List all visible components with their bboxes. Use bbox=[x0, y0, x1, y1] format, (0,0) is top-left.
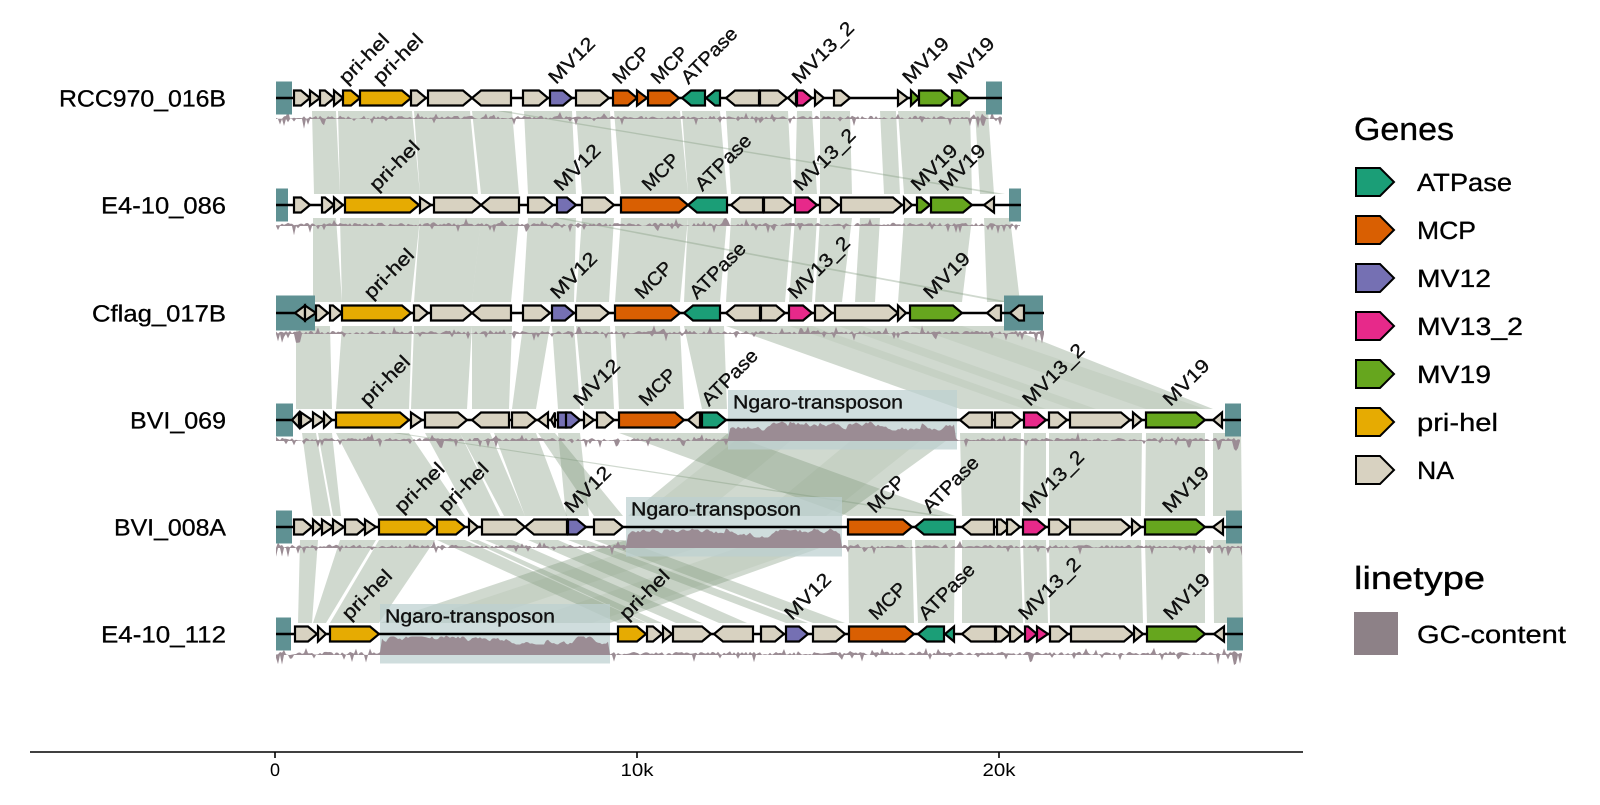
svg-text:MV12: MV12 bbox=[1417, 265, 1491, 293]
svg-text:E4-10_086: E4-10_086 bbox=[101, 193, 226, 219]
svg-text:Ngaro-transposon: Ngaro-transposon bbox=[733, 393, 903, 414]
svg-text:MV19: MV19 bbox=[1417, 361, 1491, 389]
svg-text:Ngaro-transposon: Ngaro-transposon bbox=[385, 607, 555, 628]
svg-text:Genes: Genes bbox=[1354, 111, 1454, 147]
svg-text:E4-10_112: E4-10_112 bbox=[101, 622, 226, 648]
svg-text:MCP: MCP bbox=[1417, 217, 1476, 245]
svg-text:20k: 20k bbox=[983, 760, 1017, 780]
svg-text:NA: NA bbox=[1417, 457, 1454, 485]
svg-text:GC-content: GC-content bbox=[1417, 621, 1566, 649]
svg-text:MV13_2: MV13_2 bbox=[1417, 313, 1523, 341]
svg-text:linetype: linetype bbox=[1354, 560, 1485, 596]
svg-text:RCC970_016B: RCC970_016B bbox=[59, 86, 226, 112]
svg-text:10k: 10k bbox=[621, 760, 655, 780]
svg-text:Ngaro-transposon: Ngaro-transposon bbox=[631, 500, 801, 521]
svg-text:ATPase: ATPase bbox=[1417, 169, 1512, 197]
svg-text:0: 0 bbox=[270, 760, 280, 780]
svg-text:BVI_069: BVI_069 bbox=[130, 408, 226, 434]
svg-text:Cflag_017B: Cflag_017B bbox=[92, 301, 226, 327]
svg-text:pri-hel: pri-hel bbox=[1417, 409, 1498, 437]
svg-text:BVI_008A: BVI_008A bbox=[114, 515, 226, 541]
